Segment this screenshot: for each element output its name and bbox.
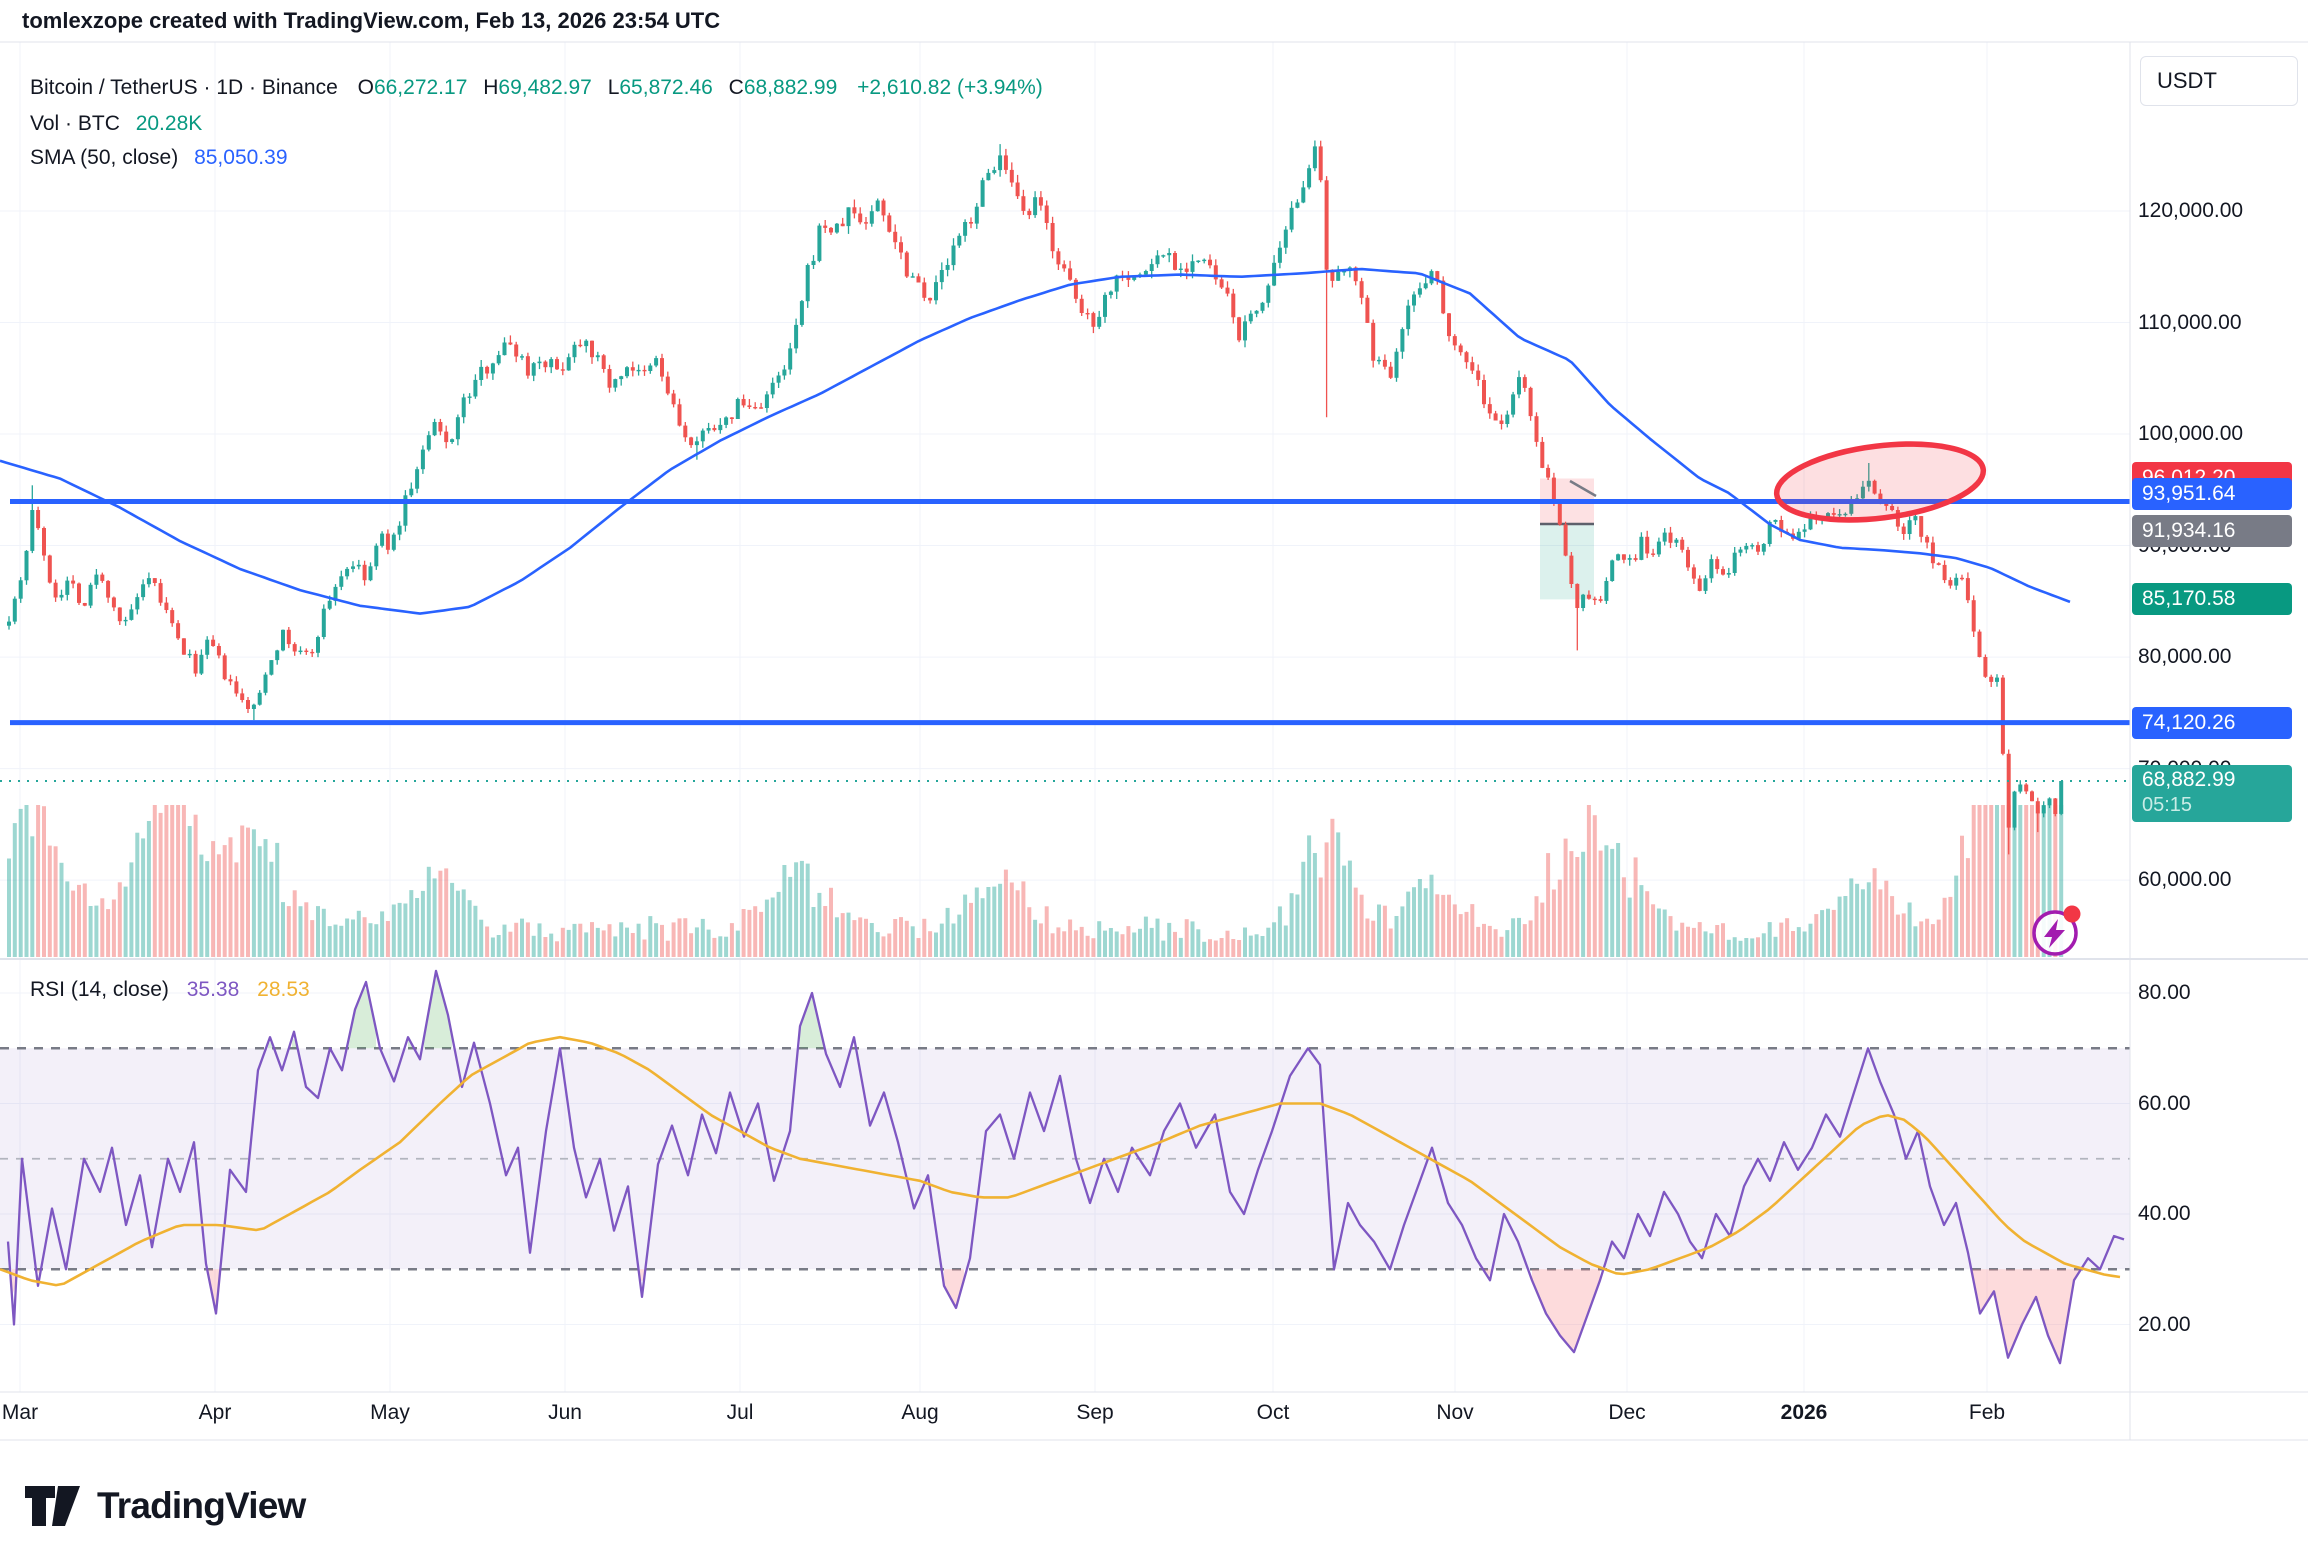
price-level-label[interactable]: 85,170.58 [2132,583,2292,616]
price-tick: 110,000.00 [2138,310,2242,334]
time-tick: Aug [901,1401,939,1424]
rsi-tick: 60.00 [2138,1091,2191,1115]
price-tick: 120,000.00 [2138,199,2244,222]
sma-legend-row[interactable]: SMA (50, close) 85,050.39 [30,146,288,170]
rsi-label[interactable]: RSI (14, close) [30,978,169,1001]
tradingview-logo-mark [25,1486,80,1526]
time-tick: May [370,1401,410,1424]
tradingview-logo[interactable]: TradingView [24,1484,306,1528]
close-value: 68,882.99 [743,76,838,99]
close-key: C [728,76,744,99]
price-tick: 100,000.00 [2138,422,2244,446]
time-tick: Jun [548,1401,582,1424]
rsi-legend-row[interactable]: RSI (14, close) 35.38 28.53 [30,978,310,1002]
time-tick: Apr [198,1401,232,1424]
last-price-value: 68,882.99 [2142,768,2236,792]
price-tick: 60,000.00 [2138,868,2232,892]
watermark-title: tomlexzope created with TradingView.com,… [22,8,721,33]
time-tick: Feb [1968,1401,2006,1424]
last-price-label[interactable]: 68,882.99 05:15 [2132,765,2292,823]
time-tick: Dec [1608,1401,1646,1424]
open-key: O [357,76,374,99]
change-value: +2,610.82 (+3.94%) [857,76,1043,99]
high-value: 69,482.97 [498,76,592,99]
symbol-title[interactable]: Bitcoin / TetherUS · 1D · Binance [30,76,338,99]
bar-countdown: 05:15 [2142,794,2193,817]
low-key: L [607,76,620,99]
time-tick: Sep [1076,1401,1114,1424]
volume-label[interactable]: Vol · BTC [30,112,120,135]
price-level-label[interactable]: 74,120.26 [2132,706,2292,739]
sma-value: 85,050.39 [194,146,288,169]
rsi-tick: 80.00 [2138,981,2191,1004]
price-level-label[interactable]: 93,951.64 [2132,478,2292,511]
price-level-label[interactable]: 91,934.16 [2132,514,2292,547]
high-key: H [483,76,499,99]
time-tick: Mar [1,1401,39,1424]
time-tick: Oct [1256,1401,1290,1424]
price-tick: 80,000.00 [2138,645,2232,669]
flash-reel-icon[interactable] [2025,903,2085,963]
rsi-tick: 20.00 [2138,1312,2191,1336]
rsi-value: 35.38 [186,978,240,1001]
tradingview-logo-text: TradingView [97,1485,306,1526]
sma-label[interactable]: SMA (50, close) [30,146,179,169]
time-tick: Nov [1436,1401,1474,1424]
symbol-legend-row[interactable]: Bitcoin / TetherUS · 1D · Binance O66,27… [30,76,1043,100]
low-value: 65,872.46 [619,76,713,99]
time-tick: Jul [726,1401,754,1424]
rsi-ma-value: 28.53 [257,978,310,1001]
open-value: 66,272.17 [373,76,468,99]
time-tick: 2026 [1780,1401,1828,1424]
currency-toggle-button[interactable]: USDT [2140,56,2298,106]
volume-legend-row[interactable]: Vol · BTC 20.28K [30,112,202,136]
volume-value: 20.28K [135,112,203,135]
rsi-tick: 40.00 [2138,1202,2191,1225]
